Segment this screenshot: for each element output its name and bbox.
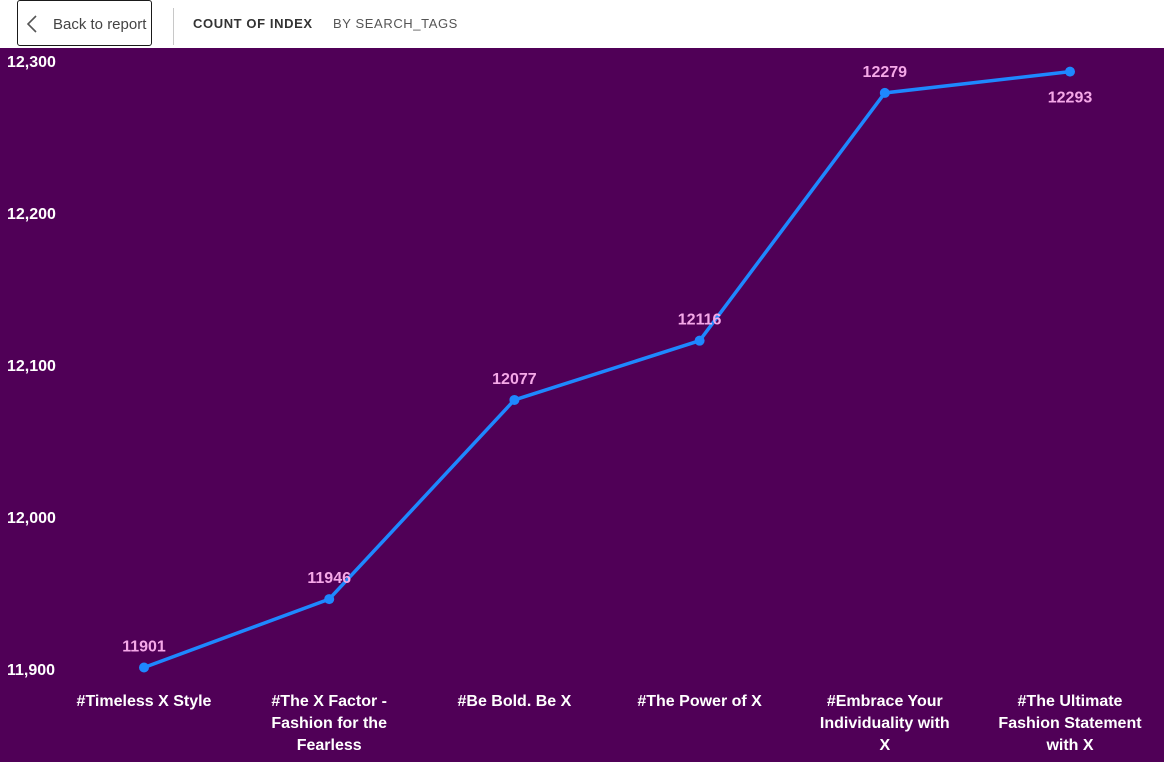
series-line bbox=[142, 69, 1072, 670]
y-tick-label: 12,200 bbox=[7, 206, 56, 223]
data-point bbox=[694, 335, 705, 346]
y-tick-label: 12,300 bbox=[7, 54, 56, 71]
line-chart: 11,900 12,000 12,100 12,200 12,300 11901 11946… bbox=[7, 54, 1142, 754]
header-divider bbox=[173, 8, 174, 45]
x-tick-label-line: #Be Bold. Be X bbox=[457, 693, 571, 710]
x-tick-label: #Timeless X Style bbox=[77, 693, 212, 710]
x-tick-label: #Be Bold. Be X bbox=[457, 693, 571, 710]
x-tick-label-line: #The X Factor - bbox=[271, 693, 387, 710]
x-tick-label-line: #Embrace Your bbox=[827, 693, 943, 710]
y-tick-label: 12,000 bbox=[7, 510, 56, 527]
x-tick-label: #Embrace Your Individuality with X bbox=[820, 693, 950, 754]
data-label: 12279 bbox=[863, 64, 908, 81]
data-label: 12293 bbox=[1048, 90, 1093, 107]
x-tick-label: #The Ultimate Fashion Statement with X bbox=[998, 693, 1142, 754]
data-point bbox=[139, 662, 149, 673]
data-label: 12116 bbox=[678, 312, 722, 329]
top-bar: Back to report COUNT OF INDEX BY SEARCH_… bbox=[0, 0, 1164, 48]
x-tick-label: #The Power of X bbox=[637, 693, 762, 710]
x-tick-label-line: Individuality with bbox=[820, 715, 950, 732]
data-label: 12077 bbox=[492, 371, 537, 388]
chart-area: 11,900 12,000 12,100 12,200 12,300 11901 11946… bbox=[0, 48, 1164, 762]
data-label: 11946 bbox=[307, 570, 351, 587]
x-tick-label-line: Fashion for the bbox=[271, 715, 387, 732]
x-tick-label-line: with X bbox=[1045, 737, 1093, 754]
x-tick-label-line: #The Power of X bbox=[637, 693, 762, 710]
x-tick-label-line: #Timeless X Style bbox=[77, 693, 212, 710]
back-button-label: Back to report bbox=[53, 16, 147, 33]
data-point bbox=[324, 594, 335, 605]
x-tick-label-line: X bbox=[879, 737, 890, 754]
data-point bbox=[1065, 66, 1075, 77]
back-to-report-button[interactable]: Back to report bbox=[17, 0, 152, 46]
y-tick-label: 11,900 bbox=[7, 662, 55, 679]
x-tick-label-line: #The Ultimate bbox=[1018, 693, 1123, 710]
x-tick-label-line: Fearless bbox=[297, 737, 362, 754]
measure-title: COUNT OF INDEX bbox=[193, 16, 313, 31]
dimension-title: BY SEARCH_TAGS bbox=[333, 16, 458, 31]
data-point bbox=[879, 87, 890, 98]
x-tick-label: #The X Factor - Fashion for the Fearless bbox=[271, 693, 387, 754]
data-point bbox=[509, 394, 520, 405]
x-tick-label-line: Fashion Statement bbox=[998, 715, 1142, 732]
data-label: 11901 bbox=[122, 638, 166, 655]
chevron-left-icon bbox=[26, 15, 37, 33]
y-tick-label: 12,100 bbox=[7, 358, 56, 375]
